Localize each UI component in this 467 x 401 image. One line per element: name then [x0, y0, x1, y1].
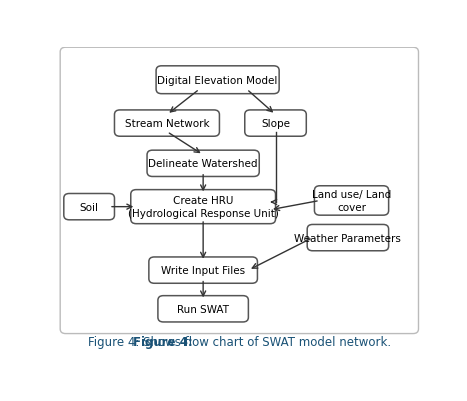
Text: Run SWAT: Run SWAT	[177, 304, 229, 314]
Text: Figure 4:: Figure 4:	[134, 336, 193, 348]
FancyBboxPatch shape	[314, 186, 389, 216]
Text: Land use/ Land
cover: Land use/ Land cover	[312, 190, 391, 212]
Text: Stream Network: Stream Network	[125, 119, 209, 129]
Text: Figure 4: Shows flow chart of SWAT model network.: Figure 4: Shows flow chart of SWAT model…	[88, 336, 391, 348]
FancyBboxPatch shape	[131, 190, 276, 224]
FancyBboxPatch shape	[64, 194, 114, 220]
FancyBboxPatch shape	[149, 257, 257, 284]
Text: Delineate Watershed: Delineate Watershed	[149, 159, 258, 169]
FancyBboxPatch shape	[114, 111, 219, 137]
FancyBboxPatch shape	[156, 67, 279, 95]
FancyBboxPatch shape	[60, 48, 418, 334]
FancyBboxPatch shape	[307, 225, 389, 251]
FancyBboxPatch shape	[158, 296, 248, 322]
Text: Write Input Files: Write Input Files	[161, 265, 245, 275]
FancyBboxPatch shape	[245, 111, 306, 137]
Text: Digital Elevation Model: Digital Elevation Model	[157, 75, 278, 85]
Text: Weather Parameters: Weather Parameters	[295, 233, 401, 243]
Text: Soil: Soil	[80, 202, 99, 212]
Text: Slope: Slope	[261, 119, 290, 129]
Text: Create HRU
(Hydrological Response Unit): Create HRU (Hydrological Response Unit)	[127, 196, 279, 218]
FancyBboxPatch shape	[147, 151, 259, 177]
